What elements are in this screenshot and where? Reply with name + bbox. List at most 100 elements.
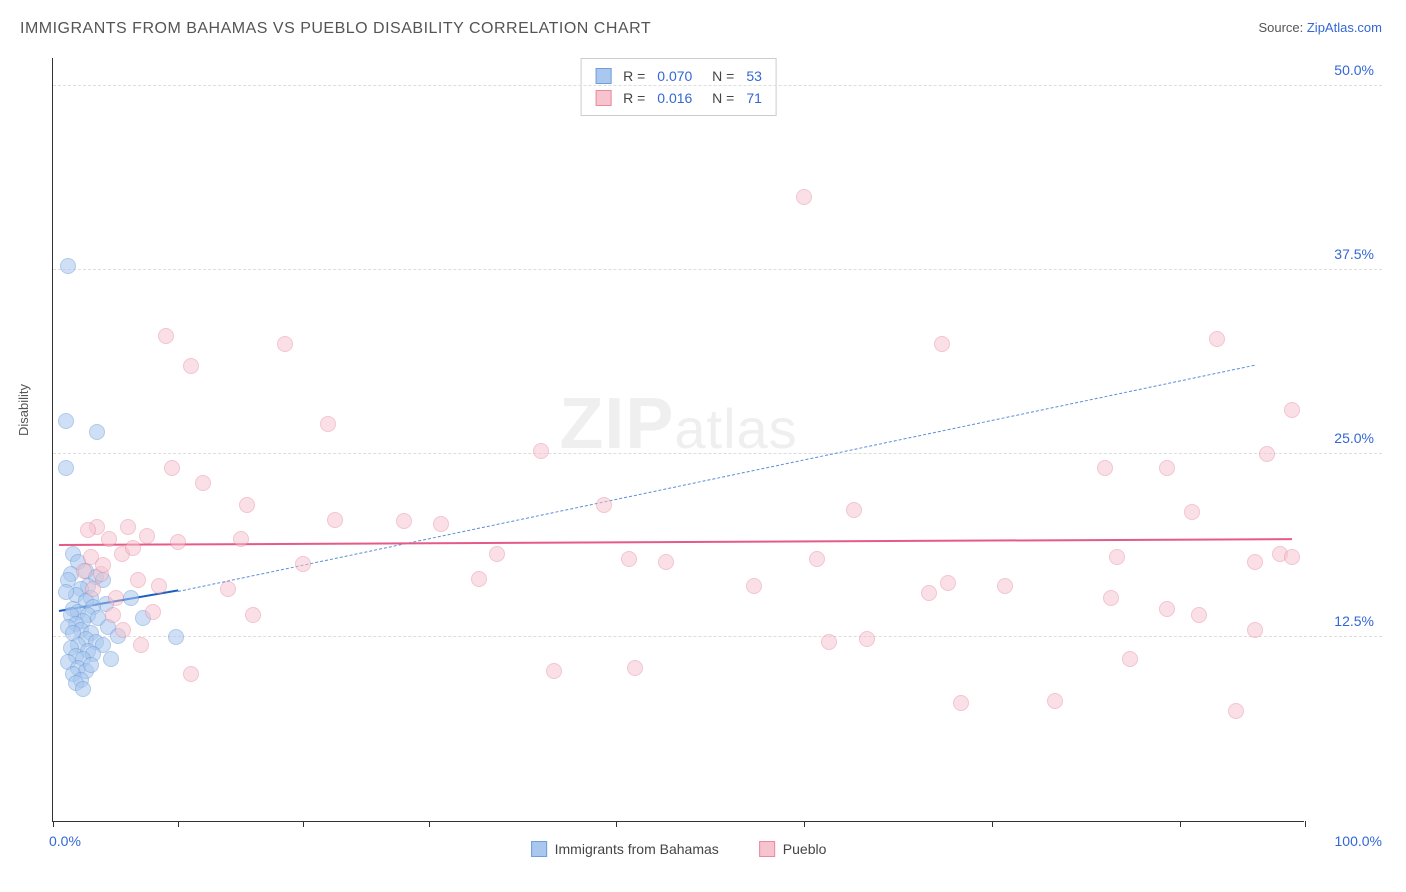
stat-n-label: N = <box>704 87 734 109</box>
data-point <box>123 590 139 606</box>
data-point <box>1122 651 1138 667</box>
legend-swatch <box>759 841 775 857</box>
data-point <box>809 551 825 567</box>
data-point <box>1159 601 1175 617</box>
legend-swatch <box>595 68 611 84</box>
data-point <box>1247 554 1263 570</box>
data-point <box>821 634 837 650</box>
data-point <box>105 607 121 623</box>
stat-r-label: R = <box>623 87 645 109</box>
data-point <box>934 336 950 352</box>
data-point <box>58 413 74 429</box>
data-point <box>489 546 505 562</box>
ytick-label: 50.0% <box>1334 62 1374 78</box>
data-point <box>1284 549 1300 565</box>
source-link[interactable]: ZipAtlas.com <box>1307 20 1382 35</box>
data-point <box>1184 504 1200 520</box>
data-point <box>295 556 311 572</box>
data-point <box>1284 402 1300 418</box>
gridline <box>53 453 1382 454</box>
data-point <box>953 695 969 711</box>
stat-r-label: R = <box>623 65 645 87</box>
data-point <box>627 660 643 676</box>
plot-area: ZIPatlas R = 0.070 N = 53R = 0.016 N = 7… <box>52 58 1304 822</box>
ytick-label: 12.5% <box>1334 613 1374 629</box>
data-point <box>997 578 1013 594</box>
data-point <box>1228 703 1244 719</box>
data-point <box>76 563 92 579</box>
xtick <box>178 821 179 827</box>
data-point <box>125 540 141 556</box>
data-point <box>1159 460 1175 476</box>
y-axis-label: Disability <box>16 384 31 436</box>
data-point <box>120 519 136 535</box>
data-point <box>130 572 146 588</box>
data-point <box>846 502 862 518</box>
data-point <box>75 681 91 697</box>
legend-label: Immigrants from Bahamas <box>555 841 719 857</box>
xaxis-label-min: 0.0% <box>49 833 81 849</box>
data-point <box>89 424 105 440</box>
ytick-label: 37.5% <box>1334 246 1374 262</box>
stat-r-value: 0.016 <box>657 87 692 109</box>
data-point <box>245 607 261 623</box>
stat-n-label: N = <box>704 65 734 87</box>
data-point <box>183 666 199 682</box>
data-point <box>80 522 96 538</box>
stat-r-value: 0.070 <box>657 65 692 87</box>
legend-swatch <box>531 841 547 857</box>
chart-header: IMMIGRANTS FROM BAHAMAS VS PUEBLO DISABI… <box>0 0 1406 46</box>
data-point <box>151 578 167 594</box>
data-point <box>471 571 487 587</box>
legend-swatch <box>595 90 611 106</box>
xtick <box>1180 821 1181 827</box>
legend-item: Immigrants from Bahamas <box>531 841 719 857</box>
data-point <box>746 578 762 594</box>
data-point <box>133 637 149 653</box>
xtick <box>1305 821 1306 827</box>
chart-container: Disability ZIPatlas R = 0.070 N = 53R = … <box>20 50 1382 862</box>
data-point <box>195 475 211 491</box>
source-label: Source: <box>1258 20 1306 35</box>
data-point <box>58 460 74 476</box>
data-point <box>103 651 119 667</box>
gridline <box>53 269 1382 270</box>
stats-row: R = 0.016 N = 71 <box>595 87 762 109</box>
data-point <box>158 328 174 344</box>
data-point <box>1109 549 1125 565</box>
stats-row: R = 0.070 N = 53 <box>595 65 762 87</box>
series-legend: Immigrants from Bahamas Pueblo <box>531 841 827 857</box>
data-point <box>320 416 336 432</box>
data-point <box>621 551 637 567</box>
data-point <box>1103 590 1119 606</box>
data-point <box>433 516 449 532</box>
data-point <box>85 581 101 597</box>
correlation-stats-legend: R = 0.070 N = 53R = 0.016 N = 71 <box>580 58 777 116</box>
data-point <box>1097 460 1113 476</box>
data-point <box>1191 607 1207 623</box>
data-point <box>58 584 74 600</box>
xtick <box>616 821 617 827</box>
data-point <box>115 622 131 638</box>
data-point <box>546 663 562 679</box>
stat-n-value: 71 <box>746 87 762 109</box>
xtick <box>303 821 304 827</box>
data-point <box>60 258 76 274</box>
data-point <box>233 531 249 547</box>
data-point <box>108 590 124 606</box>
ytick-label: 25.0% <box>1334 430 1374 446</box>
legend-label: Pueblo <box>783 841 827 857</box>
data-point <box>396 513 412 529</box>
data-point <box>921 585 937 601</box>
data-point <box>327 512 343 528</box>
data-point <box>95 557 111 573</box>
data-point <box>145 604 161 620</box>
data-point <box>220 581 236 597</box>
data-point <box>658 554 674 570</box>
data-point <box>1259 446 1275 462</box>
data-point <box>596 497 612 513</box>
data-point <box>1047 693 1063 709</box>
data-point <box>277 336 293 352</box>
data-point <box>101 531 117 547</box>
stat-n-value: 53 <box>746 65 762 87</box>
